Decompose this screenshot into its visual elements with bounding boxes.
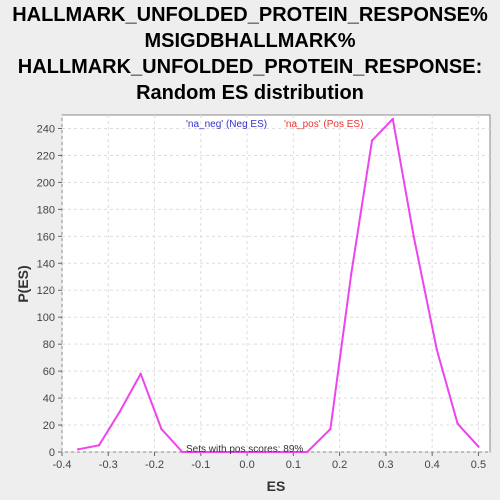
x-tick-label: -0.3: [99, 459, 118, 471]
title-line-4: Random ES distribution: [136, 82, 364, 104]
data-point: [329, 427, 332, 431]
legend-pos: 'na_pos' (Pos ES): [284, 119, 363, 130]
y-tick-label: 180: [37, 204, 55, 216]
x-tick-label: 0.3: [378, 459, 393, 471]
y-tick-label: 240: [37, 123, 55, 135]
x-axis-ticks: -0.4 -0.3 -0.2 -0.1 0.0 0.1 0.2 0.3 0.4 0.5: [53, 452, 486, 471]
data-point: [181, 450, 184, 454]
es-distribution-line: [78, 118, 480, 453]
data-point: [412, 235, 415, 238]
title-line-1: HALLMARK_UNFOLDED_PROTEIN_RESPONSE%: [12, 4, 488, 26]
plot-area: [61, 114, 491, 453]
data-point: [306, 450, 309, 454]
y-tick-label: 140: [37, 258, 55, 270]
data-point: [349, 272, 353, 276]
data-point: [97, 444, 101, 447]
data-point: [285, 450, 288, 454]
x-axis-label: ES: [267, 478, 286, 494]
x-tick-label: -0.1: [191, 459, 210, 471]
legend-neg: 'na_neg' (Neg ES): [186, 119, 267, 130]
data-point: [222, 450, 226, 454]
y-tick-label: 40: [43, 393, 55, 405]
y-axis-label: P(ES): [15, 265, 31, 302]
annotation-pos-scores: Sets with pos scores: 89%: [186, 444, 303, 455]
data-point: [264, 450, 267, 454]
y-axis-ticks: 0 20 40 60 80 100 120 140 160 180 200 220 240: [37, 123, 62, 459]
x-tick-label: -0.2: [145, 459, 164, 471]
y-tick-label: 60: [43, 366, 55, 378]
series-layer: [76, 117, 480, 454]
x-tick-label: -0.4: [53, 459, 72, 471]
y-tick-label: 0: [49, 447, 55, 459]
y-tick-label: 220: [37, 150, 55, 162]
y-tick-label: 200: [37, 177, 55, 189]
x-tick-label: 0.0: [239, 459, 254, 471]
data-point: [201, 450, 205, 454]
data-point: [391, 117, 395, 121]
title-line-3: HALLMARK_UNFOLDED_PROTEIN_RESPONSE:: [17, 56, 483, 78]
y-tick-label: 120: [37, 285, 55, 297]
data-point: [160, 427, 163, 431]
chart-title: HALLMARK_UNFOLDED_PROTEIN_RESPONSE% MSIG…: [0, 2, 500, 106]
x-tick-label: 0.4: [425, 459, 440, 471]
x-tick-label: 0.1: [286, 459, 301, 471]
data-point: [435, 348, 438, 351]
data-point: [139, 372, 142, 376]
y-tick-label: 80: [43, 339, 55, 351]
x-tick-label: 0.5: [471, 459, 486, 471]
data-point: [456, 422, 459, 425]
title-line-2: MSIGDBHALLMARK%: [144, 30, 356, 52]
data-point: [477, 445, 480, 448]
data-point: [76, 448, 80, 451]
x-tick-label: 0.2: [332, 459, 347, 471]
data-point: [370, 139, 374, 142]
data-point: [243, 450, 246, 454]
y-tick-label: 20: [43, 420, 55, 432]
y-tick-label: 100: [37, 312, 55, 324]
data-point: [118, 410, 122, 413]
y-tick-label: 160: [37, 231, 55, 243]
